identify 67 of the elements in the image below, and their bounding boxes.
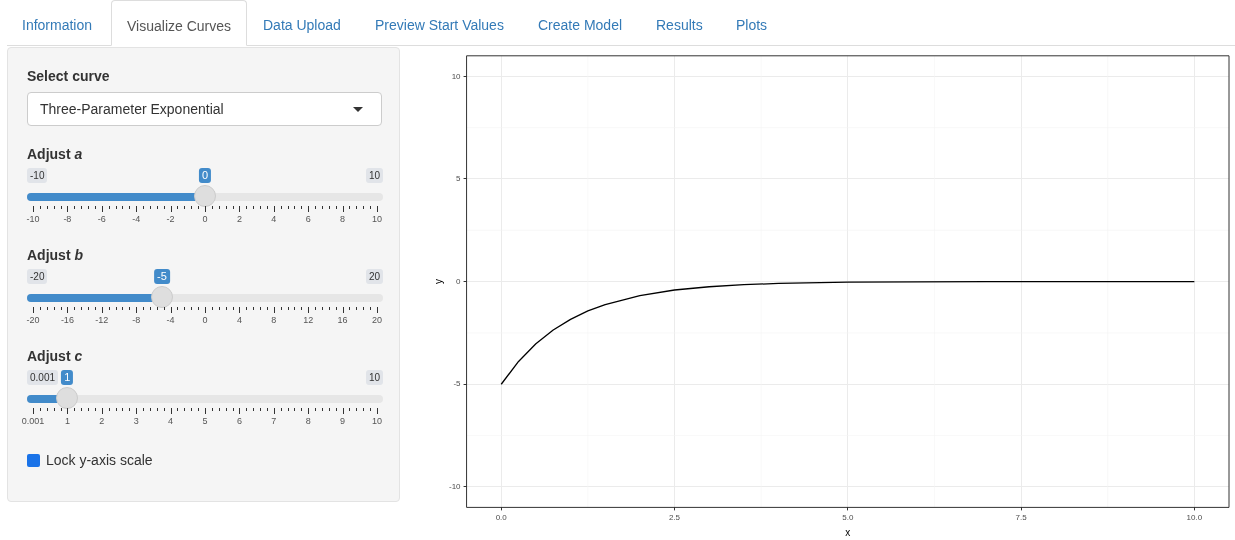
text: -12 xyxy=(95,315,109,325)
text: 6 xyxy=(236,416,242,426)
text: Adjust a xyxy=(27,146,83,162)
text: 8 xyxy=(305,416,311,426)
y-tick-label: 5 xyxy=(456,174,462,184)
text: 4 xyxy=(271,214,277,224)
text: 0.001 xyxy=(27,370,59,385)
text: 2 xyxy=(236,214,242,224)
text: Information xyxy=(21,16,94,35)
text: 0 xyxy=(198,168,212,183)
text: 10 xyxy=(365,370,383,385)
x-tick-label: 5.0 xyxy=(842,513,854,523)
x-tick-label: 2.5 xyxy=(668,513,681,523)
text: 12 xyxy=(303,315,314,325)
text: 20 xyxy=(365,269,383,284)
text: -4 xyxy=(132,214,141,224)
text: Select curve xyxy=(27,68,110,84)
y-axis-title: y xyxy=(432,279,444,285)
text: 9 xyxy=(340,416,346,426)
text: 1 xyxy=(64,416,70,426)
text: Visualize Curves xyxy=(111,0,248,46)
text: Plots xyxy=(735,16,769,35)
x-tick-label: 10.0 xyxy=(1186,513,1203,523)
text: Adjust c xyxy=(27,348,83,364)
text: -10 xyxy=(27,168,48,183)
text: Data Upload xyxy=(262,16,342,35)
x-tick-label: 0.0 xyxy=(495,513,508,523)
text: 10 xyxy=(371,214,382,224)
text: 8 xyxy=(271,315,277,325)
text: 10 xyxy=(365,168,383,183)
text: -10 xyxy=(26,214,40,224)
y-tick-label: -10 xyxy=(449,482,462,492)
text: 2 xyxy=(99,416,105,426)
text: 4 xyxy=(168,416,174,426)
text: 8 xyxy=(340,214,346,224)
x-tick-label: 7.5 xyxy=(1015,513,1028,523)
text: Results xyxy=(655,16,704,35)
text: 4 xyxy=(236,315,242,325)
text: 5 xyxy=(202,416,208,426)
y-tick-label: -5 xyxy=(453,379,462,389)
text: -2 xyxy=(166,214,175,224)
text: 6 xyxy=(305,214,311,224)
text: -4 xyxy=(166,315,175,325)
text: Lock y-axis scale xyxy=(45,452,153,468)
text: 20 xyxy=(371,315,382,325)
text: 7 xyxy=(271,416,277,426)
text: 0 xyxy=(202,214,208,224)
text: Create Model xyxy=(537,16,624,35)
text: 10 xyxy=(371,416,382,426)
text: 16 xyxy=(337,315,348,325)
text: -6 xyxy=(97,214,106,224)
text: -20 xyxy=(26,315,40,325)
text: 0.001 xyxy=(21,416,45,426)
text: -8 xyxy=(132,315,141,325)
y-tick-label: 10 xyxy=(451,71,462,81)
text: -5 xyxy=(154,269,170,284)
text: -20 xyxy=(27,269,48,284)
y-tick-label: 0 xyxy=(456,276,462,286)
text: 1 xyxy=(61,370,74,385)
text: Preview Start Values xyxy=(374,16,505,35)
text: Adjust b xyxy=(27,247,84,263)
text: -8 xyxy=(63,214,72,224)
text: Three-Parameter Exponential xyxy=(27,92,382,126)
text: -16 xyxy=(60,315,74,325)
x-axis-title: x xyxy=(845,526,851,538)
text: 3 xyxy=(133,416,139,426)
text: 0 xyxy=(202,315,208,325)
